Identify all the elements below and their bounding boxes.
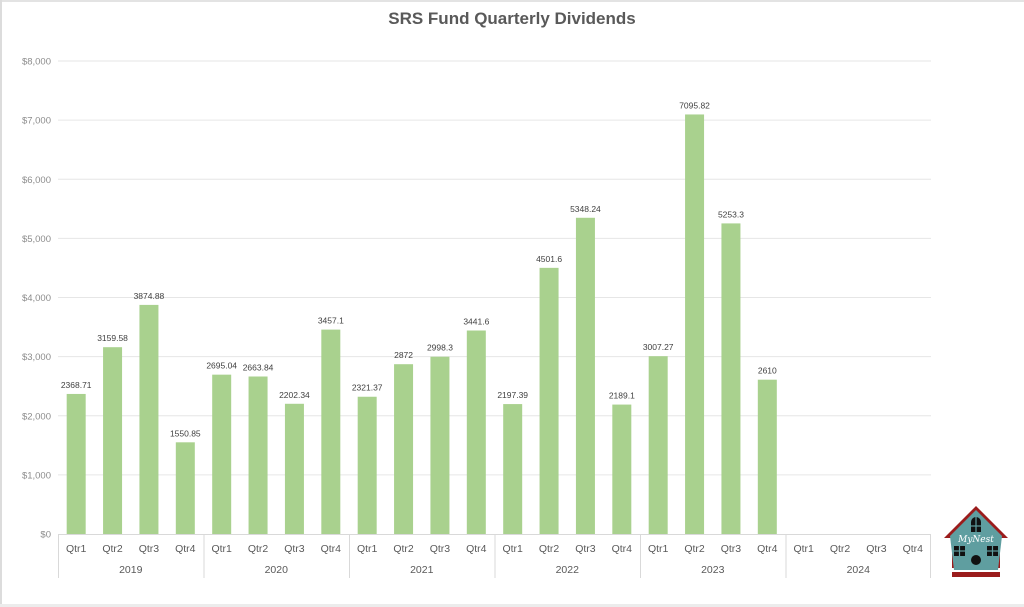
x-tick-label: Qtr3 bbox=[284, 543, 305, 555]
x-tick-label: Qtr3 bbox=[721, 543, 742, 555]
bar-2021-qtr3 bbox=[430, 356, 450, 534]
y-tick-label: $5,000 bbox=[22, 234, 51, 245]
y-tick-label: $1,000 bbox=[22, 470, 51, 481]
x-tick-label: Qtr1 bbox=[793, 543, 814, 555]
chart-frame-left bbox=[0, 0, 2, 607]
bars bbox=[66, 114, 777, 535]
mynest-logo: MyNest bbox=[944, 506, 1008, 577]
x-tick-label: Qtr4 bbox=[321, 543, 342, 555]
x-tick-label: Qtr2 bbox=[684, 543, 705, 555]
x-axis: Qtr1 Qtr2 Qtr3 Qtr4 2019 Qtr1 Qtr2 Qtr3 Qtr4 2020… bbox=[58, 534, 931, 578]
bar-2022-qtr3 bbox=[575, 217, 595, 534]
bar-2019-qtr3 bbox=[139, 304, 159, 534]
year-group-label: 2019 bbox=[119, 564, 143, 576]
x-tick-label: Qtr4 bbox=[903, 543, 924, 555]
x-tick-label: Qtr1 bbox=[357, 543, 378, 555]
bar-2020-qtr1 bbox=[212, 374, 232, 534]
logo-text: MyNest bbox=[957, 535, 994, 545]
x-tick-label: Qtr3 bbox=[575, 543, 596, 555]
bar-2019-qtr2 bbox=[103, 347, 123, 534]
data-label: 3007.27 bbox=[643, 342, 674, 352]
y-tick-label: $3,000 bbox=[22, 352, 51, 363]
bar-2019-qtr4 bbox=[175, 442, 195, 534]
data-label: 2368.71 bbox=[61, 380, 92, 390]
bar-2023-qtr2 bbox=[685, 114, 705, 534]
year-group-label: 2024 bbox=[847, 564, 871, 576]
data-label: 2202.34 bbox=[279, 390, 310, 400]
birdhouse-icon: MyNest bbox=[944, 506, 1008, 577]
data-label: 1550.85 bbox=[170, 428, 201, 438]
y-axis-ticks: $0 $1,000 $2,000 $3,000 $4,000 $5,000 $6,000 $7… bbox=[22, 57, 51, 541]
data-label: 2998.3 bbox=[427, 343, 453, 353]
bar-2023-qtr1 bbox=[648, 356, 668, 534]
y-tick-label: $0 bbox=[40, 530, 51, 541]
x-tick-label: Qtr2 bbox=[539, 543, 560, 555]
bar-2022-qtr1 bbox=[503, 404, 523, 534]
y-tick-label: $8,000 bbox=[22, 57, 51, 68]
x-tick-label: Qtr1 bbox=[66, 543, 87, 555]
data-label: 3874.88 bbox=[134, 291, 165, 301]
bar-2021-qtr2 bbox=[394, 364, 414, 534]
data-label: 2872 bbox=[394, 350, 413, 360]
x-tick-label: Qtr4 bbox=[466, 543, 487, 555]
bar-2020-qtr2 bbox=[248, 376, 268, 534]
x-tick-label: Qtr2 bbox=[393, 543, 414, 555]
spreadsheet-row-strip bbox=[0, 604, 1024, 607]
x-tick-label: Qtr4 bbox=[757, 543, 778, 555]
year-group-label: 2021 bbox=[410, 564, 434, 576]
x-tick-label: Qtr1 bbox=[648, 543, 669, 555]
bar-2021-qtr1 bbox=[357, 396, 377, 534]
data-label: 2197.39 bbox=[497, 390, 528, 400]
gridlines bbox=[58, 60, 931, 476]
x-tick-label: Qtr1 bbox=[502, 543, 523, 555]
x-tick-label: Qtr3 bbox=[430, 543, 451, 555]
data-label: 2663.84 bbox=[243, 363, 274, 373]
data-label: 3159.58 bbox=[97, 333, 128, 343]
x-tick-label: Qtr4 bbox=[612, 543, 633, 555]
y-tick-label: $6,000 bbox=[22, 175, 51, 186]
data-label: 2610 bbox=[758, 366, 777, 376]
data-label: 4501.6 bbox=[536, 254, 562, 264]
bar-2019-qtr1 bbox=[66, 393, 86, 534]
bar-2023-qtr4 bbox=[757, 379, 777, 534]
bar-2023-qtr3 bbox=[721, 223, 741, 535]
chart-frame-top bbox=[0, 0, 1024, 2]
bar-2022-qtr4 bbox=[612, 404, 632, 534]
data-label: 3457.1 bbox=[318, 316, 344, 326]
data-label: 3441.6 bbox=[463, 317, 489, 327]
y-tick-label: $7,000 bbox=[22, 116, 51, 127]
x-tick-label: Qtr1 bbox=[211, 543, 232, 555]
year-group-label: 2020 bbox=[265, 564, 289, 576]
x-tick-label: Qtr2 bbox=[248, 543, 269, 555]
data-label: 5348.24 bbox=[570, 204, 601, 214]
data-label: 2321.37 bbox=[352, 383, 383, 393]
x-tick-label: Qtr2 bbox=[102, 543, 123, 555]
data-label: 2189.1 bbox=[609, 391, 635, 401]
y-tick-label: $2,000 bbox=[22, 411, 51, 422]
data-label: 7095.82 bbox=[679, 100, 710, 110]
bar-2020-qtr3 bbox=[284, 403, 304, 534]
year-group-label: 2023 bbox=[701, 564, 725, 576]
x-tick-label: Qtr3 bbox=[866, 543, 887, 555]
bar-2021-qtr4 bbox=[466, 330, 486, 534]
bar-2020-qtr4 bbox=[321, 329, 341, 534]
data-label: 2695.04 bbox=[206, 361, 237, 371]
x-tick-label: Qtr2 bbox=[830, 543, 851, 555]
y-tick-label: $4,000 bbox=[22, 293, 51, 304]
data-labels: 2368.71 3159.58 3874.88 1550.85 2695.04 2663.… bbox=[61, 100, 777, 438]
bar-2022-qtr2 bbox=[539, 267, 559, 534]
data-label: 5253.3 bbox=[718, 209, 744, 219]
x-tick-label: Qtr3 bbox=[139, 543, 160, 555]
chart-title: SRS Fund Quarterly Dividends bbox=[388, 9, 636, 28]
x-tick-label: Qtr4 bbox=[175, 543, 196, 555]
year-group-label: 2022 bbox=[556, 564, 580, 576]
